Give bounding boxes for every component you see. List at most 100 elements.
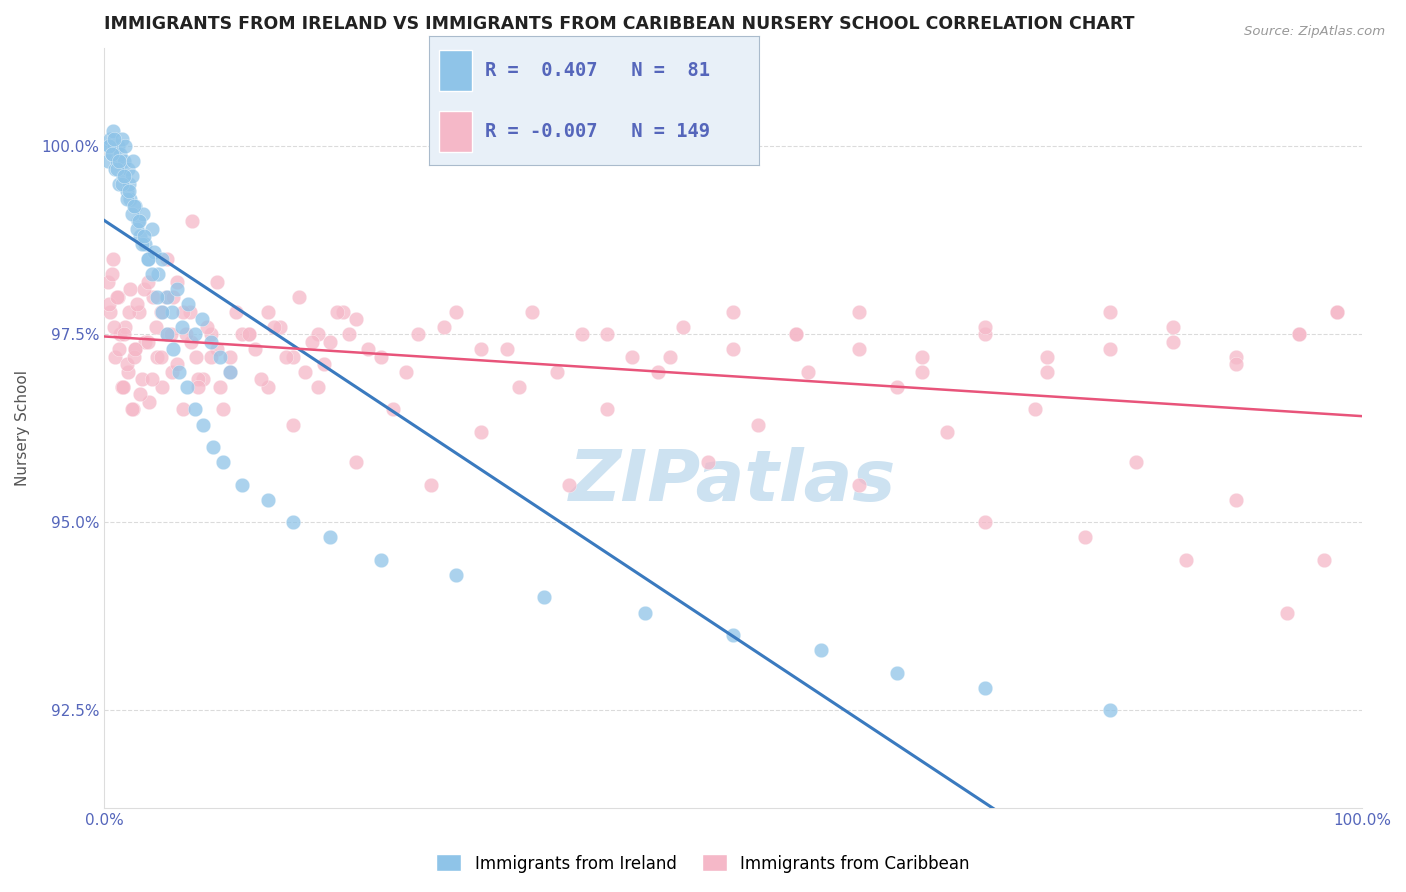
Point [344,455,367,469]
Point [98,297,121,311]
Point [122,402,145,417]
Point [166,275,188,289]
Point [174,327,197,342]
Point [571,327,593,342]
Point [848,343,870,357]
Point [146,267,169,281]
Point [136,275,159,289]
Point [1275,606,1298,620]
Point [112,327,135,342]
Point [110,177,132,191]
Point [238,327,260,342]
Point [1099,703,1122,717]
Point [218,365,240,379]
Point [112,169,135,184]
Text: R = -0.007   N = 149: R = -0.007 N = 149 [485,122,710,141]
Point [134,229,156,244]
Point [131,237,153,252]
Point [129,229,152,244]
Point [370,350,392,364]
Point [647,365,669,379]
Point [797,365,820,379]
Y-axis label: Nursery School: Nursery School [15,370,30,486]
Point [596,327,619,342]
Point [141,372,163,386]
Point [115,185,138,199]
Point [124,343,146,357]
Text: IMMIGRANTS FROM IRELAND VS IMMIGRANTS FROM CARIBBEAN NURSERY SCHOOL CORRELATION : IMMIGRANTS FROM IRELAND VS IMMIGRANTS FR… [104,15,1135,33]
Point [156,327,179,342]
Point [208,380,231,394]
Point [101,124,124,138]
Point [231,327,253,342]
Point [238,327,260,342]
Point [250,372,273,386]
Point [115,357,138,371]
Point [314,357,336,371]
Point [150,304,173,318]
Point [124,343,146,357]
Point [195,319,218,334]
Point [205,343,228,357]
Point [100,267,122,281]
Point [337,327,360,342]
Point [307,380,329,394]
Point [166,357,188,371]
Point [243,343,266,357]
Point [294,365,316,379]
Point [420,477,443,491]
Point [218,365,240,379]
Point [177,297,200,311]
Point [470,343,492,357]
Text: ZIPatlas: ZIPatlas [569,447,897,516]
Point [146,350,169,364]
Point [166,282,188,296]
Point [150,252,173,266]
Point [848,477,870,491]
Point [142,290,165,304]
Point [101,252,124,266]
Point [1225,492,1247,507]
Point [370,553,392,567]
Point [145,319,167,334]
Point [115,192,138,206]
Point [103,131,125,145]
Point [263,319,285,334]
Point [319,334,342,349]
Point [110,131,132,145]
Point [103,319,125,334]
Point [107,290,129,304]
Point [1225,350,1247,364]
Point [162,290,184,304]
Point [200,350,222,364]
Point [122,199,145,213]
Point [785,327,807,342]
Point [159,327,181,342]
Point [149,304,172,318]
Point [170,319,193,334]
Point [973,681,995,695]
Point [1161,319,1184,334]
Point [176,380,198,394]
Point [114,139,136,153]
Point [172,402,194,417]
Point [108,154,131,169]
Point [205,275,228,289]
Point [621,350,644,364]
Point [118,304,141,318]
Point [132,207,155,221]
Point [307,327,329,342]
Point [134,334,156,349]
Point [104,161,127,176]
Point [721,304,744,318]
Point [256,492,278,507]
Point [973,319,995,334]
Point [1036,365,1059,379]
Point [120,282,142,296]
Point [187,380,209,394]
Point [1288,327,1310,342]
Point [357,343,380,357]
Point [256,304,278,318]
Point [136,252,159,266]
Point [218,350,240,364]
